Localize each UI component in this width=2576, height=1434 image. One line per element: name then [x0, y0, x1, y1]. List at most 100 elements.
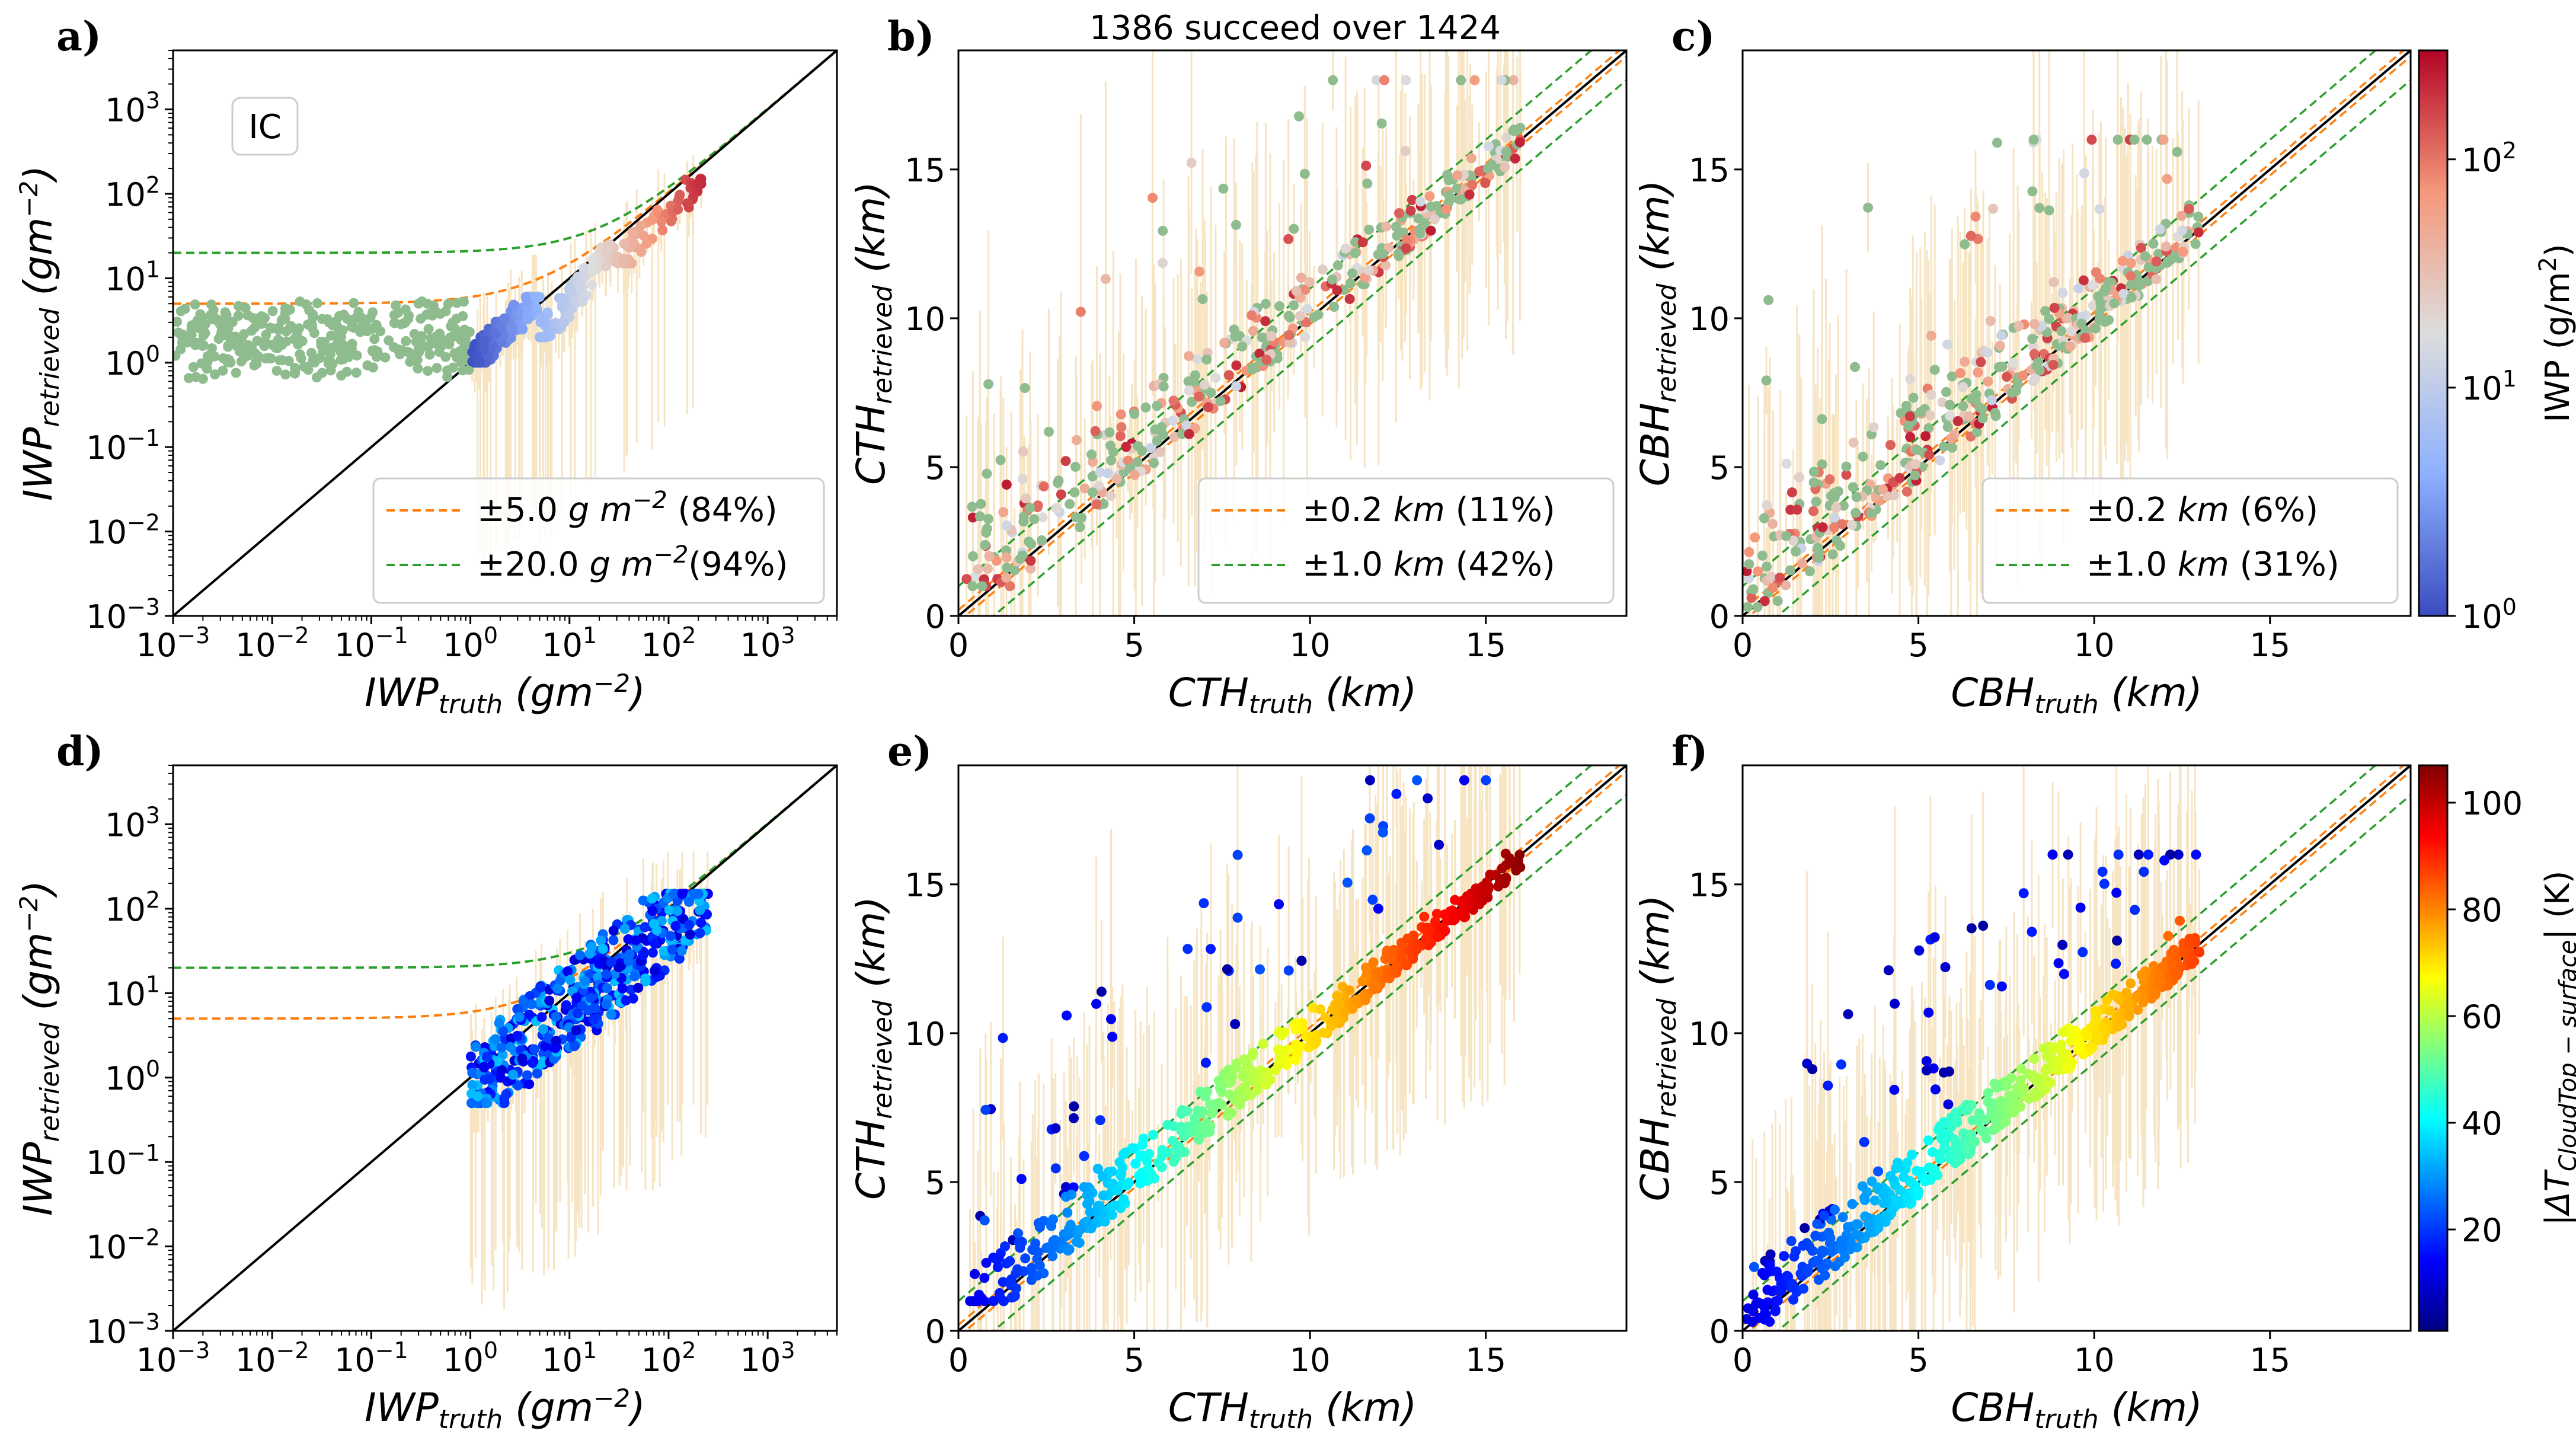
- x-tick-label: 5: [1124, 627, 1144, 664]
- legend: ±5.0 g m−2 (84%) ±20.0 g m−2(94%): [372, 477, 825, 604]
- x-tick-label: 10−2: [235, 622, 309, 664]
- scatter-point: [1743, 1303, 1753, 1314]
- scatter-point: [1873, 1166, 1884, 1177]
- scatter-point: [233, 311, 244, 321]
- scatter-point: [1114, 1157, 1125, 1168]
- scatter-point: [1029, 514, 1040, 525]
- x-tick-label: 10−2: [235, 1337, 309, 1379]
- scatter-point: [1227, 1071, 1238, 1081]
- scatter-point: [1974, 402, 1985, 413]
- scatter-point: [550, 1043, 561, 1053]
- scatter-point: [2048, 360, 2059, 371]
- scatter-point: [1995, 340, 2005, 351]
- scatter-point: [649, 966, 660, 976]
- scatter-point: [1829, 522, 1840, 533]
- scatter-point: [496, 1042, 507, 1053]
- tolerance-line: [173, 50, 837, 305]
- scatter-point: [1878, 1189, 1889, 1200]
- scatter-point: [1991, 1082, 2002, 1093]
- x-tick-label: 102: [641, 1337, 696, 1379]
- scatter-point: [2089, 1018, 2100, 1029]
- scatter-point: [481, 1052, 492, 1062]
- scatter-point: [1350, 248, 1361, 258]
- scatter-point: [2173, 849, 2184, 860]
- scatter-point: [1032, 502, 1043, 512]
- scatter-point: [1116, 409, 1126, 420]
- axes-frame: [1741, 49, 2412, 617]
- scatter-point: [1222, 964, 1232, 975]
- x-tick-label: 10: [2074, 627, 2115, 664]
- panel-label: c): [1671, 13, 1715, 60]
- scatter-point: [2005, 1098, 2015, 1109]
- scatter-point: [1194, 266, 1205, 277]
- scatter-point: [2044, 314, 2054, 324]
- scatter-point: [2005, 1090, 2015, 1101]
- scatter-point: [1943, 1099, 1954, 1110]
- scatter-point: [991, 555, 1002, 566]
- scatter-point: [1381, 221, 1392, 232]
- scatter-point: [1289, 223, 1299, 234]
- scatter-point: [587, 266, 597, 277]
- scatter-point: [2074, 1036, 2085, 1047]
- y-tick-label: 10−3: [86, 1309, 160, 1350]
- scatter-point: [541, 1042, 551, 1052]
- scatter-point: [970, 1269, 980, 1279]
- scatter-point: [577, 296, 588, 306]
- scatter-point: [283, 356, 294, 366]
- legend-entry: ±1.0 km (42%): [1302, 545, 1555, 584]
- scatter-point: [1098, 1190, 1108, 1201]
- scatter-point: [537, 312, 548, 323]
- scatter-point: [1350, 237, 1361, 248]
- scatter-point: [1206, 388, 1216, 398]
- scatter-point: [1748, 1289, 1759, 1300]
- scatter-point: [1198, 898, 1209, 909]
- scatter-point: [2157, 962, 2168, 972]
- scatter-point: [2149, 988, 2160, 999]
- scatter-point: [424, 349, 435, 360]
- scatter-point: [251, 359, 262, 369]
- scatter-point: [974, 1289, 985, 1300]
- scatter-point: [601, 261, 612, 272]
- ticks-d: 10−3 10−2 10−1 100 101 102 103 10−3 10−2 10−1 100 1…: [86, 765, 838, 1379]
- scatter-point: [296, 353, 306, 363]
- scatter-point: [403, 314, 414, 324]
- scatter-point: [274, 355, 285, 366]
- scatter-point: [1781, 458, 1792, 469]
- x-tick-label: 10: [1290, 627, 1331, 664]
- scatter-point: [2001, 1077, 2012, 1087]
- scatter-c: [1743, 135, 2204, 612]
- scatter-point: [1983, 376, 1993, 387]
- scatter-point: [1274, 899, 1284, 909]
- scatter-point: [1005, 581, 1015, 592]
- scatter-point: [338, 354, 349, 365]
- scatter-point: [1206, 944, 1216, 954]
- scatter-point: [2162, 174, 2172, 184]
- scatter-point: [1901, 401, 1912, 411]
- scatter-point: [2018, 888, 2029, 899]
- scatter-point: [1051, 503, 1062, 513]
- scatter-point: [432, 363, 442, 373]
- x-axis-label: IWPtruth (gm−2): [365, 1384, 645, 1434]
- scatter-point: [1020, 1253, 1031, 1264]
- scatter-point: [601, 969, 612, 980]
- scatter-point: [1908, 392, 1919, 403]
- scatter-point: [1345, 278, 1356, 289]
- scatter-point: [617, 983, 628, 994]
- scatter-point: [1958, 382, 1968, 392]
- scatter-point: [1407, 194, 1417, 205]
- scatter-point: [1940, 962, 1951, 972]
- scatter-point: [263, 353, 274, 363]
- scatter-point: [562, 966, 573, 977]
- scatter-point: [1763, 295, 1774, 305]
- scatter-point: [1248, 325, 1258, 336]
- scatter-point: [1501, 132, 1512, 143]
- scatter-point: [587, 254, 598, 265]
- scatter-point: [1230, 1019, 1241, 1030]
- scatter-point: [2094, 204, 2105, 215]
- scatter-point: [565, 1032, 576, 1043]
- scatter-point: [1092, 1164, 1103, 1174]
- y-tick-label: 15: [1689, 152, 1730, 189]
- scatter-point: [1079, 1151, 1089, 1161]
- scatter-point: [631, 935, 641, 946]
- scatter-point: [1848, 482, 1858, 493]
